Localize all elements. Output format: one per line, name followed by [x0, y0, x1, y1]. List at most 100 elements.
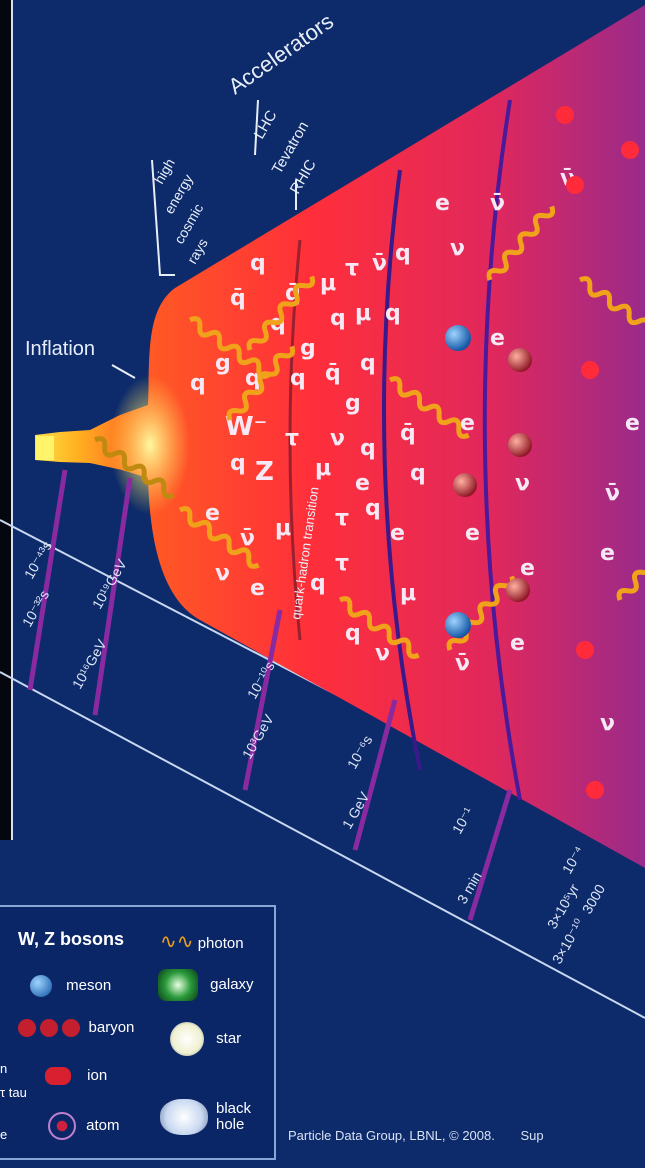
particle-gluon-13: g [215, 351, 231, 376]
particle-electron-34: e [390, 521, 405, 546]
particle-electron-29: e [205, 501, 220, 526]
photon-wave-6 [338, 596, 420, 659]
particle-z_boson-24: Z [255, 457, 274, 487]
particle-electron-27: e [355, 471, 370, 496]
particle-gluon-20: g [345, 391, 361, 416]
photon-wave-4 [388, 376, 470, 439]
particle-quark-9: q [330, 306, 346, 331]
particle-antineutrino-4: ν̄ [372, 251, 387, 276]
legend-label-ion: ion [87, 1067, 108, 1084]
epoch-marker-1 [27, 469, 68, 691]
particle-electron-49: e [465, 521, 480, 546]
particle-neutrino-35: ν [215, 561, 230, 586]
time-label-4: 10⁻¹⁰s [244, 659, 278, 702]
photon-wave-1 [246, 275, 316, 351]
particle-electron-45: e [490, 326, 505, 351]
particle-antiquark-23: q̄ [400, 421, 416, 446]
particle-mu-2: μ [320, 271, 336, 296]
ion-icon [45, 1067, 71, 1086]
nucleus-dot-3 [576, 641, 594, 659]
star-icon [170, 1022, 204, 1056]
epoch-boundary-1 [382, 169, 422, 771]
legend-item-baryon: baryon [18, 1019, 134, 1038]
particle-electron-52: e [600, 541, 615, 566]
particle-electron-42: e [435, 191, 450, 216]
nucleus-dot-2 [581, 361, 599, 379]
legend-item-meson: meson [30, 975, 111, 997]
particle-antiquark-6: q̄ [230, 286, 246, 311]
photon-icon: ∿∿ [160, 931, 194, 953]
inflation-glow [110, 375, 190, 515]
particle-tau-38: τ [335, 551, 349, 576]
legend-partial-left: n τ tau e [0, 1057, 27, 1147]
particle-quark-11: q [385, 301, 401, 326]
legend-label-atom: atom [86, 1116, 120, 1134]
big-bang-tip [36, 436, 54, 460]
legend-item-atom: atom [48, 1112, 120, 1140]
accelerators-label: Accelerators [224, 8, 339, 99]
legend-item-black-hole: black hole [160, 1099, 256, 1135]
particle-antineutrino-44: ν̄ [490, 191, 505, 216]
baryon-icon-2 [40, 1019, 59, 1038]
epoch-marker-2 [92, 477, 133, 716]
meson-sphere-0 [445, 325, 471, 351]
universe-plasma-cone [35, 5, 645, 868]
particle-quark-37: q [310, 571, 326, 596]
particle-tau-32: τ [335, 506, 349, 531]
baryon-sphere-2 [453, 473, 477, 497]
time-label-1: 10⁻³²s [19, 587, 53, 629]
baryon-icon-3 [62, 1019, 81, 1038]
black-hole-icon [160, 1099, 208, 1135]
time-label-12: 3000 [579, 881, 609, 916]
nucleus-dot-1 [566, 176, 584, 194]
epoch-boundary-2 [482, 99, 522, 801]
credit-main: Particle Data Group, LBNL, © 2008. [288, 1128, 495, 1143]
particle-neutrino-43: ν [450, 236, 465, 261]
baryon-icon [18, 1019, 36, 1038]
legend-item-photon: ∿∿ photon [160, 929, 244, 954]
particle-neutrino-54: ν [600, 711, 615, 736]
legend-box: W, Z bosons ∿∿ photon meson galaxy baryo… [0, 905, 276, 1160]
particle-quark-15: q [290, 366, 306, 391]
legend-label-meson: meson [66, 976, 112, 994]
particle-antineutrino-30: ν̄ [240, 526, 255, 551]
particle-neutrino-21: ν [330, 426, 345, 451]
particle-electron-46: e [460, 411, 475, 436]
particle-tau-19: τ [285, 426, 299, 451]
photon-wave-8 [578, 276, 645, 339]
legend-label-galaxy: galaxy [210, 975, 254, 993]
galaxy-icon [158, 969, 198, 1001]
particle-quark-17: q [360, 351, 376, 376]
particle-quark-33: q [365, 496, 381, 521]
photon-wave-3 [226, 345, 296, 421]
time-label-6: 10⁻⁶s [344, 733, 376, 772]
atom-icon [48, 1112, 76, 1140]
cosmic-rays-label: high energy cosmic rays [151, 156, 211, 267]
accelerator-list: LHC Tevatron RHIC [251, 107, 320, 197]
credit-text: Particle Data Group, LBNL, © 2008. Sup [288, 1128, 544, 1143]
baryon-sphere-3 [506, 578, 530, 602]
legend-partial-n: n [0, 1061, 8, 1076]
particle-quark-0: q [250, 251, 266, 276]
particle-electron-55: e [625, 411, 640, 436]
particle-neutrino-41: ν [375, 641, 390, 666]
epoch-marker-3 [242, 609, 283, 791]
particle-tau-3: τ [345, 256, 359, 281]
meson-sphere-1 [445, 612, 471, 638]
photon-wave-0 [188, 316, 270, 379]
meson-icon [30, 975, 52, 997]
particle-quark-22: q [360, 436, 376, 461]
inflation-arrow [111, 364, 136, 379]
particle-mu-39: μ [400, 581, 416, 606]
epoch-marker-5 [467, 789, 513, 921]
particle-mu-26: μ [315, 456, 331, 481]
particle-mu-31: μ [275, 516, 291, 541]
photon-wave-9 [616, 525, 645, 601]
time-label-8: 10⁻¹ [449, 804, 477, 836]
particle-antiquark-16: q̄ [325, 361, 341, 386]
particle-electron-48: e [520, 556, 535, 581]
legend-label-black-hole: black hole [216, 1100, 252, 1133]
